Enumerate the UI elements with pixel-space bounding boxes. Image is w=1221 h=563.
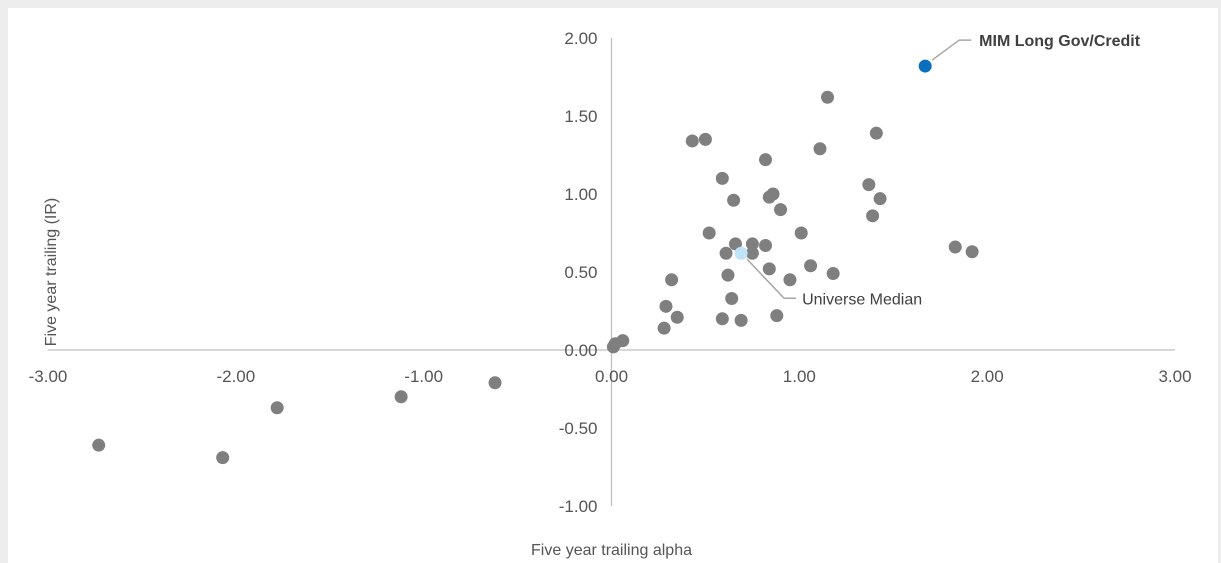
data-point bbox=[394, 390, 408, 404]
annotations: MIM Long Gov/Credit Universe Median bbox=[746, 33, 1141, 308]
data-point bbox=[948, 240, 962, 254]
data-point bbox=[862, 178, 876, 192]
x-tick-label: 2.00 bbox=[971, 367, 1004, 386]
median-label: Universe Median bbox=[802, 291, 922, 308]
y-tick-label: 0.50 bbox=[564, 263, 597, 282]
data-point bbox=[702, 226, 716, 240]
data-point bbox=[698, 132, 712, 146]
data-point bbox=[821, 90, 835, 104]
x-tick-label: -1.00 bbox=[404, 367, 443, 386]
x-axis-title: Five year trailing alpha bbox=[531, 542, 692, 559]
data-point bbox=[766, 187, 780, 201]
data-point bbox=[92, 438, 106, 452]
data-point bbox=[728, 237, 742, 251]
y-tick-label: 0.00 bbox=[564, 341, 597, 360]
scatter-chart: -3.00 -2.00 -1.00 0.00 1.00 2.00 3.00 2.00 1.50 1… bbox=[29, 29, 1192, 559]
data-point bbox=[866, 209, 880, 223]
tick-labels: -3.00 -2.00 -1.00 0.00 1.00 2.00 3.00 2.00 1.50 1… bbox=[29, 29, 1192, 516]
x-tick-label: -3.00 bbox=[29, 367, 68, 386]
data-point bbox=[725, 292, 739, 306]
highlight-leader-line bbox=[931, 39, 972, 61]
data-point bbox=[734, 313, 748, 327]
data-point bbox=[216, 451, 230, 465]
data-point bbox=[794, 226, 808, 240]
data-point bbox=[270, 401, 284, 415]
y-tick-label: -1.00 bbox=[559, 497, 598, 516]
data-point bbox=[488, 376, 502, 390]
data-point bbox=[759, 238, 773, 252]
data-point bbox=[715, 171, 729, 185]
y-tick-label: 1.00 bbox=[564, 185, 597, 204]
data-point bbox=[719, 246, 733, 260]
data-point bbox=[745, 237, 759, 251]
data-point bbox=[685, 134, 699, 148]
data-point bbox=[659, 299, 673, 313]
data-point bbox=[783, 273, 797, 287]
data-point bbox=[774, 203, 788, 217]
data-points bbox=[92, 59, 979, 465]
data-point bbox=[665, 273, 679, 287]
data-point bbox=[616, 334, 630, 348]
y-axis-title: Five year trailing (IR) bbox=[43, 198, 60, 346]
data-point bbox=[770, 309, 784, 323]
highlight-point bbox=[918, 59, 932, 73]
highlight-label: MIM Long Gov/Credit bbox=[979, 33, 1141, 50]
x-tick-label: 3.00 bbox=[1158, 367, 1191, 386]
x-tick-label: 1.00 bbox=[783, 367, 816, 386]
data-point bbox=[657, 321, 671, 335]
data-point bbox=[745, 246, 759, 260]
data-point bbox=[813, 142, 827, 156]
y-tick-label: 1.50 bbox=[564, 107, 597, 126]
median-point bbox=[734, 246, 748, 260]
data-point bbox=[721, 268, 735, 282]
data-point bbox=[873, 192, 887, 206]
data-point bbox=[965, 245, 979, 259]
x-tick-label: -2.00 bbox=[216, 367, 255, 386]
data-point bbox=[869, 126, 883, 140]
data-point bbox=[762, 262, 776, 276]
data-point bbox=[826, 267, 840, 281]
x-tick-label: 0.00 bbox=[595, 367, 628, 386]
data-point bbox=[759, 153, 773, 167]
data-point bbox=[715, 312, 729, 326]
data-point bbox=[804, 259, 818, 273]
y-tick-label: -0.50 bbox=[559, 419, 598, 438]
axes bbox=[48, 38, 1175, 506]
data-point bbox=[670, 310, 684, 324]
y-tick-label: 2.00 bbox=[564, 29, 597, 48]
chart-panel: -3.00 -2.00 -1.00 0.00 1.00 2.00 3.00 2.00 1.50 1… bbox=[8, 8, 1218, 563]
median-leader-line bbox=[746, 258, 797, 300]
data-point bbox=[727, 193, 741, 207]
